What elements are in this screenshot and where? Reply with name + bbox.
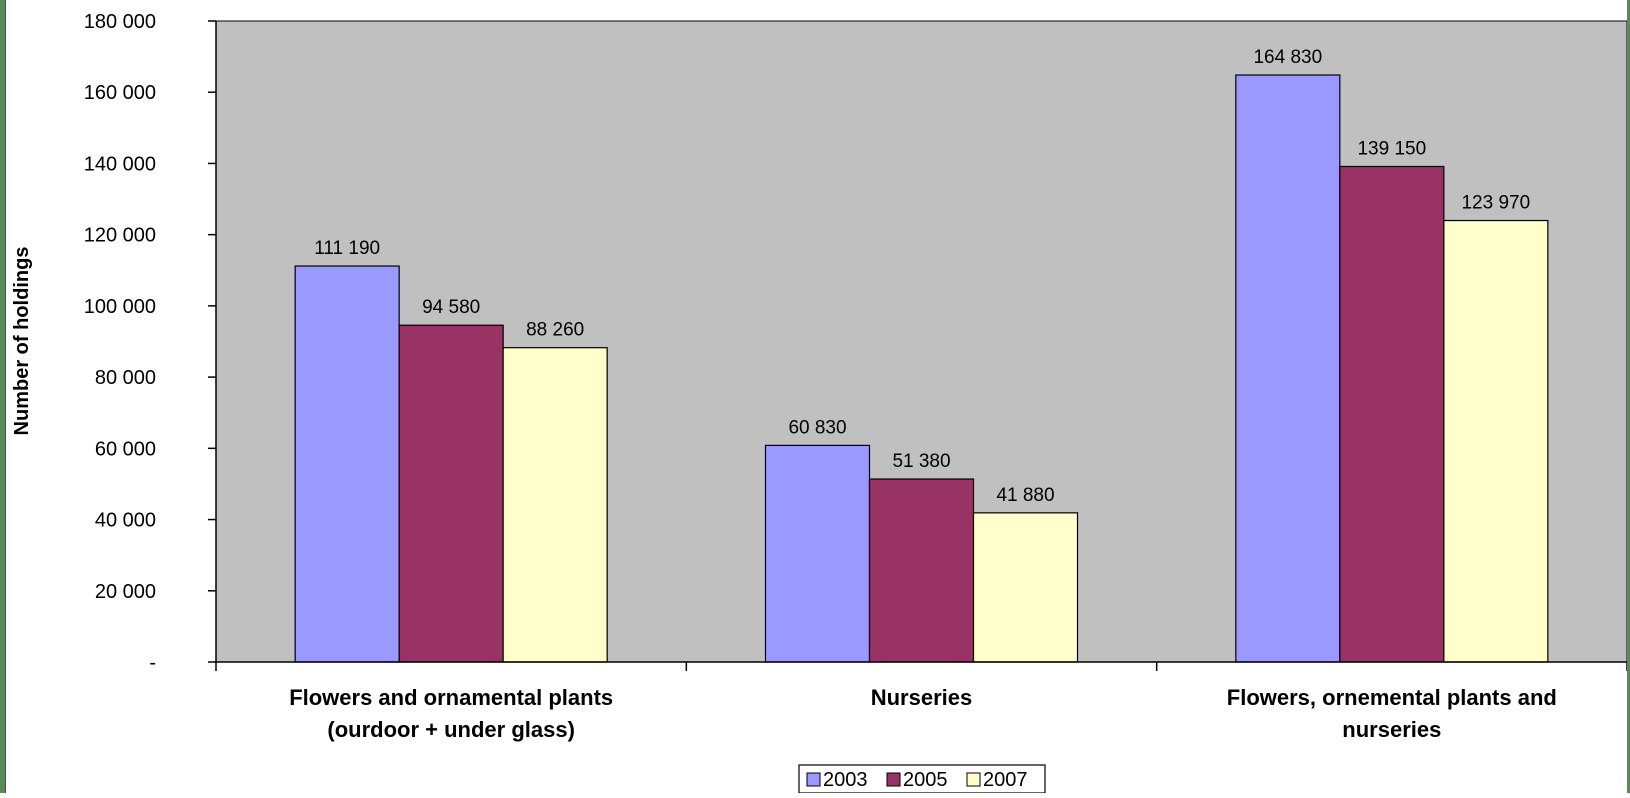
legend: 2003 2005 2007 — [798, 764, 1046, 794]
right-frame-border — [1627, 0, 1630, 793]
y-tick-label: 180 000 — [84, 11, 156, 33]
category-label: Flowers and ornamental plants — [289, 685, 613, 710]
y-tick-label: 40 000 — [95, 510, 156, 532]
bar-2003 — [764, 444, 871, 663]
data-label-2007: 41 880 — [996, 485, 1054, 506]
legend-swatch-2003 — [806, 772, 821, 787]
legend-swatch-2005 — [886, 772, 901, 787]
bar-2005 — [868, 478, 975, 663]
y-tick-label: 80 000 — [95, 367, 156, 389]
y-axis-label: Number of holdings — [11, 247, 33, 436]
data-label-2005: 139 150 — [1357, 138, 1426, 159]
data-label-2007: 123 970 — [1461, 193, 1530, 214]
legend-swatch-2007 — [966, 772, 981, 787]
y-tick-label: 20 000 — [95, 581, 156, 603]
legend-box — [798, 764, 1046, 794]
bar-2003 — [1235, 74, 1341, 663]
data-label-2003: 111 190 — [314, 238, 380, 259]
data-label-2007: 88 260 — [526, 320, 584, 341]
data-labels-group: 111 190 94 580 88 260 60 830 51 380 41 880 164… — [314, 47, 1530, 506]
axes-group — [215, 21, 1627, 663]
data-label-2003: 60 830 — [788, 417, 846, 438]
legend-label-2007: 2007 — [983, 769, 1028, 791]
left-frame-border — [0, 0, 6, 793]
category-labels-group: Flowers and ornamental plants (ourdoor + … — [289, 685, 1557, 742]
category-label: (ourdoor + under glass) — [327, 717, 575, 742]
y-tick-label: - — [149, 652, 156, 674]
y-tick-label: 160 000 — [84, 82, 156, 104]
legend-label-2005: 2005 — [903, 769, 948, 791]
y-tick-label: 140 000 — [84, 153, 156, 175]
bar-2005 — [1339, 165, 1445, 663]
y-ticks-group: - 20 000 40 000 60 000 80 000 100 000 120 000 1… — [84, 11, 216, 674]
bar-2005 — [398, 324, 504, 663]
y-tick-label: 60 000 — [95, 438, 156, 460]
data-label-2005: 51 380 — [892, 451, 950, 472]
bars-group — [294, 74, 1549, 663]
data-label-2005: 94 580 — [422, 297, 480, 318]
category-label: nurseries — [1342, 717, 1441, 742]
bar-2007 — [1443, 219, 1549, 663]
category-label: Nurseries — [871, 685, 973, 710]
bar-2007 — [502, 347, 608, 663]
y-tick-label: 100 000 — [84, 296, 156, 318]
legend-label-2003: 2003 — [823, 769, 868, 791]
bar-2007 — [972, 512, 1079, 663]
category-label: Flowers, ornemental plants and — [1227, 685, 1557, 710]
data-label-2003: 164 830 — [1253, 47, 1322, 68]
bar-2003 — [294, 265, 400, 663]
x-ticks-group — [215, 662, 1628, 671]
y-tick-label: 120 000 — [84, 225, 156, 247]
